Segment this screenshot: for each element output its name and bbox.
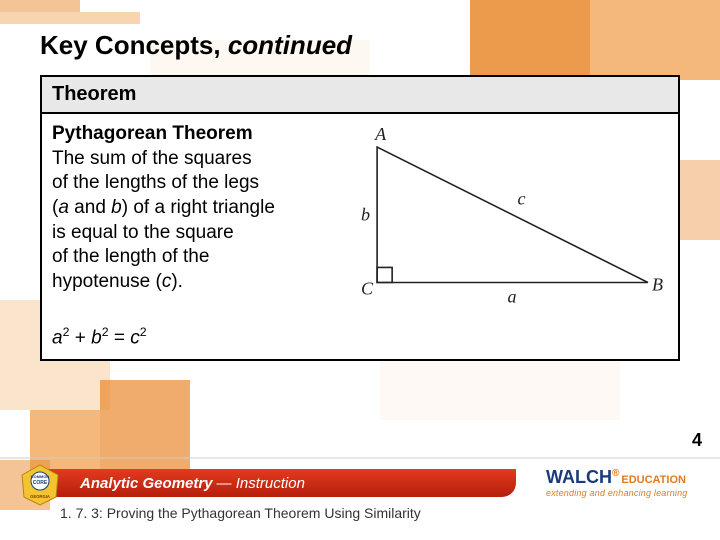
vertex-A: A [374, 124, 387, 144]
vertex-C: C [361, 279, 374, 299]
course-subtitle: — Instruction [217, 475, 305, 492]
theorem-name: Pythagorean Theorem [52, 122, 337, 147]
title-main: Key Concepts, [40, 30, 228, 60]
side-c: c [518, 188, 526, 208]
slide-footer: COMMON CORE GEORGIA Analytic Geometry — … [0, 465, 720, 540]
theorem-text: Pythagorean Theorem The sum of the squar… [52, 122, 337, 313]
walch-logo: WALCH®EDUCATION extending and enhancing … [546, 467, 696, 498]
side-b: b [361, 204, 370, 224]
svg-text:COMMON: COMMON [31, 474, 50, 479]
theorem-box: Theorem Pythagorean Theorem The sum of t… [40, 75, 680, 361]
theorem-header: Theorem [42, 77, 678, 114]
course-title-bar: Analytic Geometry — Instruction [36, 469, 516, 497]
walch-tagline: extending and enhancing learning [546, 488, 696, 498]
walch-education: EDUCATION [621, 474, 686, 486]
theorem-body: Pythagorean Theorem The sum of the squar… [42, 114, 678, 319]
walch-name: WALCH [546, 467, 612, 487]
side-a: a [508, 287, 517, 307]
title-italic: continued [228, 30, 352, 60]
slide-title: Key Concepts, continued [40, 30, 680, 61]
svg-text:CORE: CORE [33, 480, 48, 486]
course-title: Analytic Geometry [80, 475, 213, 492]
common-core-badge: COMMON CORE GEORGIA [18, 463, 62, 507]
pythagorean-formula: a2 + b2 = c2 [42, 319, 678, 359]
vertex-B: B [652, 275, 663, 295]
section-reference: 1. 7. 3: Proving the Pythagorean Theorem… [60, 505, 421, 521]
svg-text:GEORGIA: GEORGIA [30, 494, 50, 499]
page-number: 4 [692, 430, 702, 451]
right-triangle-diagram: A B C b a c [347, 122, 668, 313]
